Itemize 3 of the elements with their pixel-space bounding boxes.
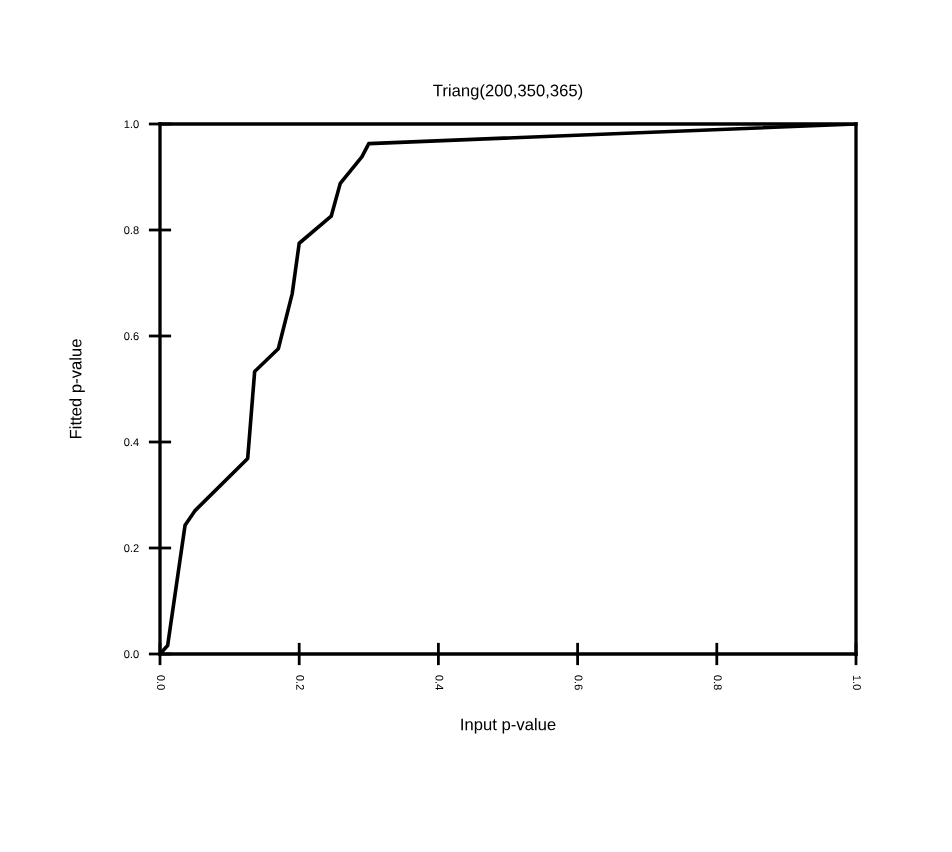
x-axis-title: Input p-value xyxy=(461,718,556,734)
y-axis-title: Fitted p-value xyxy=(69,339,85,439)
chart-title: Triang(200,350,365) xyxy=(433,84,583,100)
